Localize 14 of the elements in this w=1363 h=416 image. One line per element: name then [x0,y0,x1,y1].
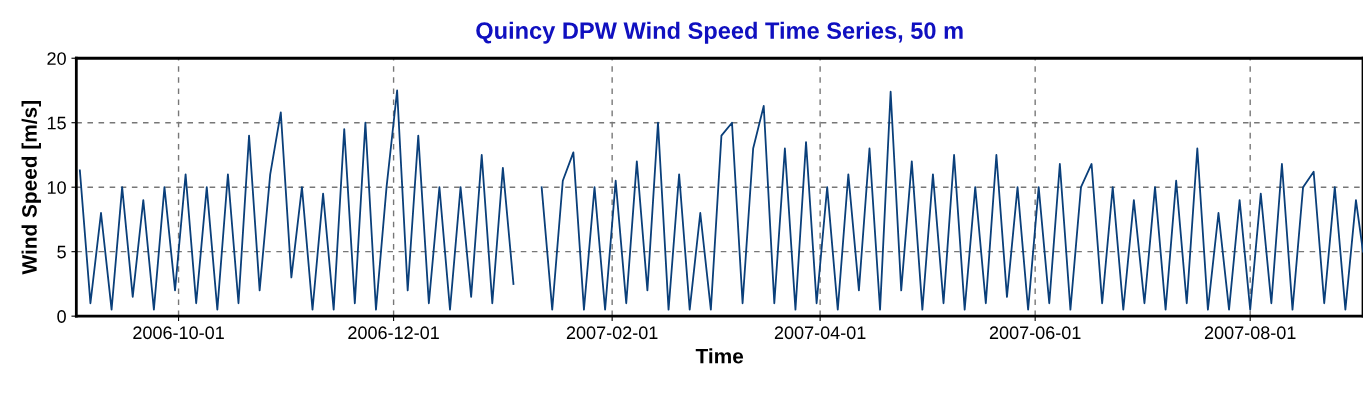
y-tick-label: 15 [47,116,66,130]
x-tick-label: 2007-06-01 [989,326,1081,340]
chart-title: Quincy DPW Wind Speed Time Series, 50 m [476,21,963,44]
y-axis-title: Wind Speed [m/s] [21,101,41,275]
x-tick-label: 2007-08-01 [1204,326,1296,340]
x-tick-label: 2007-04-01 [774,326,866,340]
x-tick-label: 2006-10-01 [133,326,224,340]
y-tick-label: 20 [47,52,66,65]
y-tick-label: 10 [47,181,66,194]
x-tick-label: 2007-02-01 [566,326,658,340]
x-tick-label: 2006-12-01 [348,326,439,340]
y-tick-label: 0 [57,310,66,323]
y-tick-label: 5 [57,245,66,259]
x-axis-title: Time [695,348,744,364]
